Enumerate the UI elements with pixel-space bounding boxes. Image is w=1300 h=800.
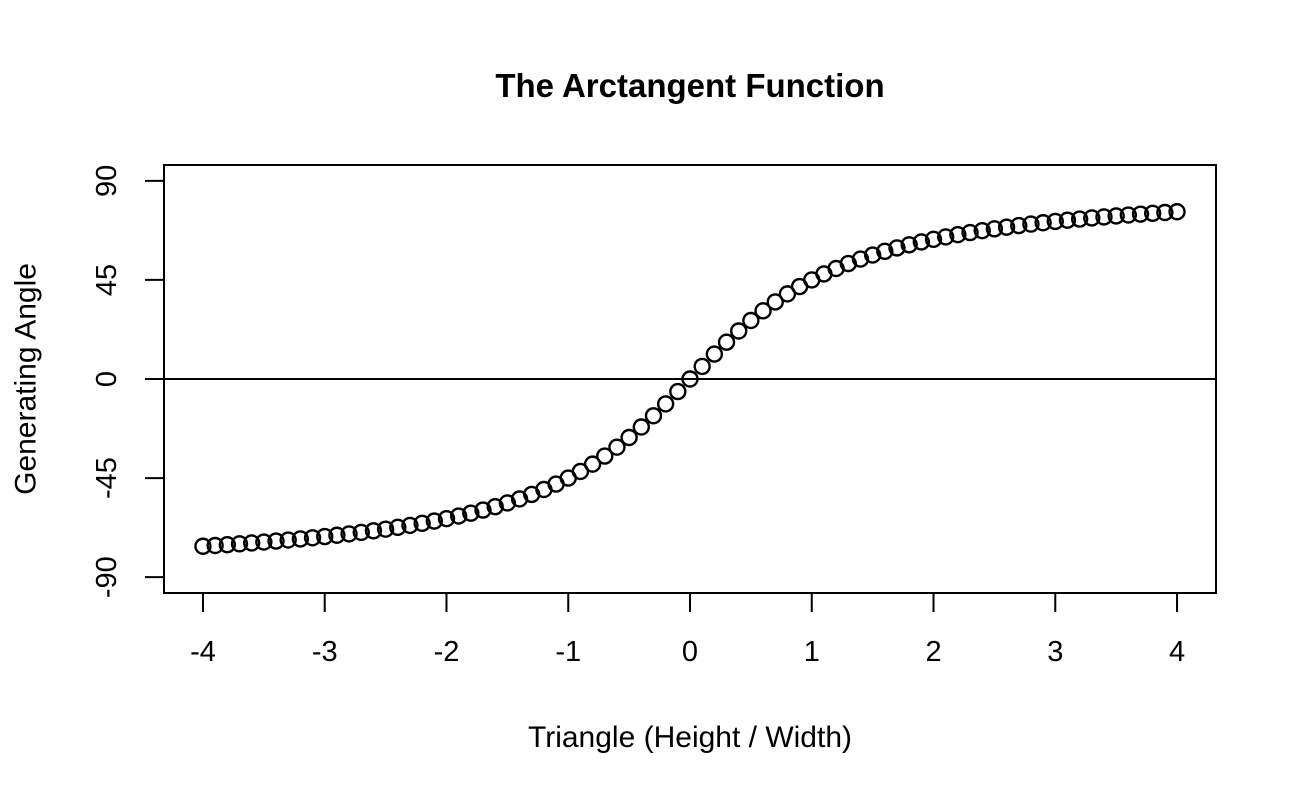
data-point xyxy=(449,507,468,525)
data-point xyxy=(936,228,955,246)
data-point xyxy=(583,455,602,473)
x-axis-tick-label: 0 xyxy=(682,636,698,668)
y-axis-title: Generating Angle xyxy=(10,263,43,495)
data-point xyxy=(328,526,346,544)
data-point xyxy=(1022,215,1040,233)
data-point xyxy=(1131,205,1150,223)
data-point xyxy=(985,220,1004,238)
data-point xyxy=(1034,214,1052,232)
data-point xyxy=(255,533,273,551)
data-point xyxy=(596,447,614,465)
data-point xyxy=(242,534,261,552)
data-point xyxy=(1058,211,1077,229)
data-point xyxy=(608,438,626,456)
data-point xyxy=(705,345,724,363)
data-point xyxy=(413,514,431,533)
data-point xyxy=(425,512,444,530)
data-point xyxy=(486,497,504,516)
data-point xyxy=(462,504,480,522)
x-axis-title: Triangle (Height / Width) xyxy=(528,721,852,754)
data-point xyxy=(912,233,931,251)
y-axis-tick-label: -90 xyxy=(91,556,123,598)
data-point xyxy=(267,532,285,550)
data-point xyxy=(900,236,918,254)
data-point xyxy=(924,230,943,249)
x-axis-tick-label: -2 xyxy=(434,636,460,668)
data-point xyxy=(194,537,212,555)
data-point xyxy=(766,293,784,311)
data-point xyxy=(681,370,699,388)
data-point xyxy=(230,535,249,553)
data-point xyxy=(876,242,894,261)
data-point xyxy=(206,536,224,555)
chart-title: The Arctangent Function xyxy=(495,67,884,104)
data-point xyxy=(669,382,687,401)
data-point xyxy=(730,322,748,340)
data-point xyxy=(949,225,967,244)
data-point xyxy=(474,501,492,519)
y-axis-tick-label: -45 xyxy=(91,457,123,499)
y-axis-tick-label: 0 xyxy=(91,371,123,387)
data-point xyxy=(364,522,383,540)
data-point xyxy=(754,302,772,320)
data-point xyxy=(717,333,736,351)
data-point xyxy=(291,530,310,548)
data-point xyxy=(340,525,358,543)
data-point xyxy=(279,531,297,549)
data-point xyxy=(742,311,760,330)
data-point xyxy=(632,418,650,436)
data-point xyxy=(961,223,979,242)
data-point xyxy=(303,529,322,547)
x-axis-tick-label: -1 xyxy=(555,636,581,668)
data-point xyxy=(1168,203,1186,221)
data-point xyxy=(1046,212,1064,231)
data-point xyxy=(437,509,456,528)
data-point xyxy=(316,527,334,546)
data-point xyxy=(1095,208,1113,226)
data-point xyxy=(1119,206,1138,224)
data-point xyxy=(1107,207,1125,225)
x-axis-tick-label: 2 xyxy=(925,636,941,668)
data-point xyxy=(1156,203,1174,222)
data-point xyxy=(1083,209,1101,227)
data-point xyxy=(888,239,906,257)
data-point xyxy=(620,428,638,447)
data-point xyxy=(376,520,395,538)
data-point xyxy=(1010,216,1028,235)
data-point xyxy=(498,494,517,512)
data-point xyxy=(401,516,419,535)
x-axis-tick-label: 4 xyxy=(1169,636,1185,668)
data-point xyxy=(644,407,663,425)
plot-area: -4 -3 -2 -1 0 1 2 3 4 -90 -45 0 45 90 xyxy=(91,164,1217,668)
data-point xyxy=(863,246,882,264)
data-point xyxy=(693,357,711,376)
data-point xyxy=(352,523,370,542)
x-axis-tick-label: 3 xyxy=(1047,636,1063,668)
data-point xyxy=(218,536,237,554)
x-axis-tick-label: 1 xyxy=(804,636,820,668)
data-point xyxy=(997,218,1016,236)
data-point xyxy=(1070,210,1089,228)
data-point xyxy=(656,395,675,413)
data-point xyxy=(1143,204,1162,223)
y-axis-tick-label: 90 xyxy=(91,165,123,197)
x-axis-tick-label: -4 xyxy=(190,636,216,668)
data-point xyxy=(389,518,407,537)
y-axis-tick-label: 45 xyxy=(91,264,123,296)
x-axis-tick-label: -3 xyxy=(312,636,338,668)
data-point xyxy=(973,221,991,240)
data-point xyxy=(851,250,870,268)
